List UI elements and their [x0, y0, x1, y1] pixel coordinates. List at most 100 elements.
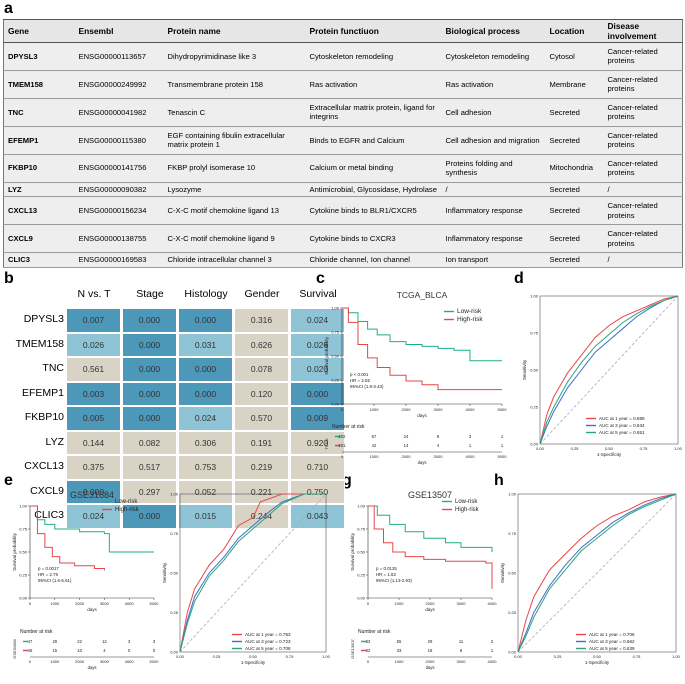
risk-x-tick-label: 4000 — [125, 659, 135, 664]
table-cell: Ras activation — [305, 70, 442, 99]
legend-label: AUC at 1 year = 0.706 — [589, 632, 635, 637]
table-cell: Secreted — [545, 98, 604, 127]
x-tick-label: 2000 — [402, 407, 412, 412]
x-tick-label: 0.25 — [213, 654, 222, 659]
gene-cell: DPYSL3 — [3, 42, 75, 71]
legend-label: AUC at 3 year = 0.634 — [599, 423, 645, 428]
x-tick-label: 0.75 — [286, 654, 295, 659]
x-tick-label: 0.00 — [176, 654, 185, 659]
risk-count: 4 — [103, 648, 106, 653]
roc-frame — [539, 295, 679, 445]
table-header-cell: Protein functiuon — [305, 19, 442, 43]
risk-x-tick-label: 5000 — [498, 454, 508, 459]
table-row: TMEM158 ENSG00000249992 Transmembrane prot… — [3, 70, 683, 99]
roc-curve-1 — [179, 493, 326, 653]
y-tick-label: 1.00 — [170, 492, 179, 497]
heatmap-cell: 0.043 — [290, 504, 345, 529]
y-tick-label: 1.00 — [19, 504, 28, 509]
heatmap-cell: 0.297 — [122, 479, 177, 504]
y-tick-label: 0.50 — [530, 368, 539, 373]
km-title: TCGA_BLCA — [397, 290, 448, 300]
table-cell: Cytoskeleton remodeling — [441, 42, 546, 71]
heatmap-row-label: CLIC3 — [34, 509, 64, 521]
table-header-cell: Disease involvement — [603, 19, 683, 43]
risk-table-title: Number at risk — [358, 629, 391, 635]
y-tick-label: 0.25 — [357, 573, 366, 578]
table-row: EFEMP1 ENSG00000115380 EGF containing fibu… — [3, 126, 683, 155]
y-tick-label: 0.25 — [19, 573, 28, 578]
heatmap-cell: 0.000 — [122, 406, 177, 431]
risk-x-tick-label: 2000 — [75, 659, 85, 664]
risk-count: 8 — [437, 434, 440, 439]
heatmap-row-label: TNC — [42, 362, 64, 374]
table-cell: Cancer-related proteins — [603, 126, 683, 155]
risk-x-tick-label: 3000 — [434, 454, 444, 459]
heatmap-cell: 0.375 — [66, 455, 121, 480]
table-cell: Secreted — [545, 182, 604, 198]
risk-x-tick-label: 2000 — [402, 454, 412, 459]
heatmap-cell: 0.000 — [122, 381, 177, 406]
risk-count: 201 — [339, 443, 347, 448]
heatmap-cell: 0.753 — [178, 455, 233, 480]
table-cell: Secreted — [545, 196, 604, 226]
x-axis-label: 1-Specificity — [241, 660, 266, 665]
x-tick-label: 0.75 — [640, 446, 649, 451]
risk-count: 55 — [397, 639, 402, 644]
panel-letter-d: d — [514, 270, 524, 287]
y-tick-label: 0.50 — [508, 571, 517, 576]
y-tick-label: 0.75 — [19, 527, 28, 532]
km-stat-text: p = 0.0125 — [376, 566, 397, 571]
heatmap-cell: 0.005 — [66, 406, 121, 431]
heatmap-cell: 0.026 — [290, 332, 345, 357]
x-tick-label: 0.50 — [249, 654, 258, 659]
y-tick-label: 1.00 — [508, 492, 517, 497]
y-tick-label: 0.50 — [19, 550, 28, 555]
x-axis-label: days — [425, 607, 435, 612]
table-header-row: Gene Ensembl Protein name Protein functiuon… — [3, 19, 683, 43]
table-cell: Binds to EGFR and Calcium — [305, 126, 442, 155]
heatmap-cell: 0.920 — [290, 430, 345, 455]
table-cell: ENSG00000115380 — [74, 126, 164, 155]
heatmap-cell: 0.031 — [178, 332, 233, 357]
x-axis-label: days — [87, 607, 97, 612]
y-tick-label: 0.75 — [331, 330, 340, 335]
risk-table-group: TCGA — [324, 438, 329, 449]
gene-cell: CLIC3 — [3, 252, 75, 268]
heatmap-cell: 0.078 — [234, 357, 289, 382]
heatmap-column-label: Stage — [136, 288, 164, 300]
table-header-cell: Location — [545, 19, 604, 43]
risk-count: 22 — [77, 639, 82, 644]
x-tick-label: 0.00 — [536, 446, 545, 451]
risk-count: 46 — [28, 648, 33, 653]
table-cell: Inflammatory response — [441, 224, 546, 254]
legend-label: AUC at 5 year = 0.651 — [599, 430, 645, 435]
table-cell: C-X-C motif chemokine ligand 9 — [163, 224, 306, 254]
y-tick-label: 1.00 — [357, 504, 366, 509]
heatmap-cell: 0.024 — [66, 504, 121, 529]
risk-count: 29 — [52, 639, 57, 644]
risk-count: 0 — [153, 648, 156, 653]
table-cell: EGF containing fibulin extracellular mat… — [163, 126, 306, 155]
gene-cell: TMEM158 — [3, 70, 75, 99]
y-axis-label: Survival probability — [12, 532, 17, 571]
heatmap-column-label: Gender — [244, 288, 280, 300]
heatmap-cell: 0.144 — [66, 430, 121, 455]
x-tick-label: 0.25 — [554, 654, 563, 659]
heatmap-cell: 0.020 — [290, 357, 345, 382]
table-cell: Extracellular matrix protein, ligand for… — [305, 98, 442, 127]
risk-count: 3 — [469, 434, 472, 439]
risk-count: 1 — [469, 443, 472, 448]
table-cell: Lysozyme — [163, 182, 306, 198]
risk-x-tick-label: 0 — [29, 659, 32, 664]
heatmap-cell: 0.120 — [234, 381, 289, 406]
heatmap-column-label: Survival — [299, 288, 337, 300]
legend-label: AUC at 5 year = 0.708 — [245, 646, 291, 651]
panel-letter-g: g — [342, 472, 352, 489]
x-tick-label: 3000 — [457, 601, 467, 606]
panel-letter-e: e — [4, 472, 13, 489]
km-title: GSE31684 — [70, 490, 114, 500]
legend-label: Low-risk — [457, 308, 482, 315]
table-row: DPYSL3 ENSG00000113657 Dihydropyrimidinase… — [3, 42, 683, 71]
heatmap-column-label: Histology — [184, 288, 228, 300]
y-tick-label: 1.00 — [530, 294, 539, 299]
